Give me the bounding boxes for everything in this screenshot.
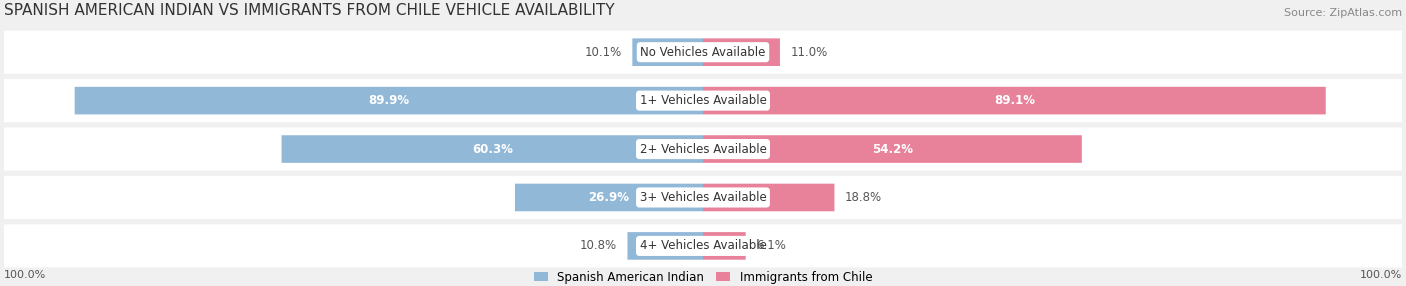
FancyBboxPatch shape — [627, 232, 703, 260]
Text: 10.8%: 10.8% — [579, 239, 617, 253]
FancyBboxPatch shape — [703, 135, 1081, 163]
Text: 60.3%: 60.3% — [472, 142, 513, 156]
Text: 26.9%: 26.9% — [589, 191, 630, 204]
Text: 100.0%: 100.0% — [4, 270, 46, 280]
Text: 11.0%: 11.0% — [790, 46, 828, 59]
FancyBboxPatch shape — [703, 87, 1326, 114]
FancyBboxPatch shape — [515, 184, 703, 211]
FancyBboxPatch shape — [281, 135, 703, 163]
FancyBboxPatch shape — [4, 79, 1402, 122]
Text: SPANISH AMERICAN INDIAN VS IMMIGRANTS FROM CHILE VEHICLE AVAILABILITY: SPANISH AMERICAN INDIAN VS IMMIGRANTS FR… — [4, 3, 614, 18]
Text: 18.8%: 18.8% — [845, 191, 882, 204]
FancyBboxPatch shape — [75, 87, 703, 114]
Text: 3+ Vehicles Available: 3+ Vehicles Available — [640, 191, 766, 204]
FancyBboxPatch shape — [703, 184, 834, 211]
FancyBboxPatch shape — [4, 224, 1402, 267]
FancyBboxPatch shape — [703, 232, 745, 260]
Text: 2+ Vehicles Available: 2+ Vehicles Available — [640, 142, 766, 156]
FancyBboxPatch shape — [4, 31, 1402, 74]
FancyBboxPatch shape — [4, 128, 1402, 170]
FancyBboxPatch shape — [633, 38, 703, 66]
Text: Source: ZipAtlas.com: Source: ZipAtlas.com — [1284, 8, 1402, 18]
Text: 89.1%: 89.1% — [994, 94, 1035, 107]
Text: 10.1%: 10.1% — [585, 46, 621, 59]
Legend: Spanish American Indian, Immigrants from Chile: Spanish American Indian, Immigrants from… — [534, 271, 872, 284]
Text: No Vehicles Available: No Vehicles Available — [640, 46, 766, 59]
Text: 54.2%: 54.2% — [872, 142, 912, 156]
Text: 89.9%: 89.9% — [368, 94, 409, 107]
Text: 4+ Vehicles Available: 4+ Vehicles Available — [640, 239, 766, 253]
FancyBboxPatch shape — [4, 176, 1402, 219]
Text: 100.0%: 100.0% — [1360, 270, 1402, 280]
Text: 1+ Vehicles Available: 1+ Vehicles Available — [640, 94, 766, 107]
FancyBboxPatch shape — [703, 38, 780, 66]
Text: 6.1%: 6.1% — [756, 239, 786, 253]
